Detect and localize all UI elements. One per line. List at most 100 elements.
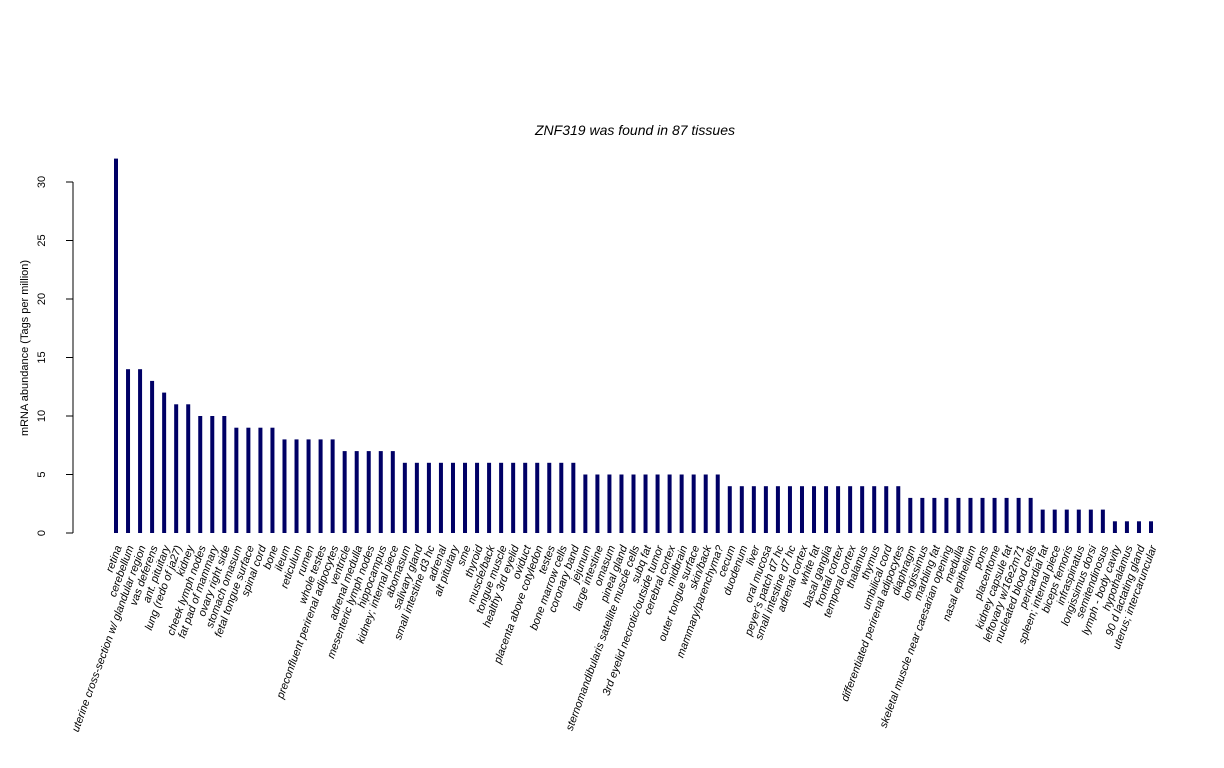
bar: [607, 474, 612, 533]
bar: [511, 462, 516, 533]
bar: [378, 451, 383, 533]
bar: [330, 439, 335, 533]
bar: [836, 486, 841, 533]
bar: [824, 486, 829, 533]
bar: [475, 462, 480, 533]
bar: [1076, 509, 1081, 533]
bar: [1016, 497, 1021, 533]
bar: [1112, 521, 1117, 533]
bar: [246, 427, 251, 533]
bar: [787, 486, 792, 533]
chart-title: ZNF319 was found in 87 tissues: [534, 122, 735, 138]
bar: [390, 451, 395, 533]
bar: [210, 416, 215, 533]
y-axis-label: mRNA abundance (Tags per million): [19, 260, 31, 436]
bar: [1064, 509, 1069, 533]
bar: [655, 474, 660, 533]
bar: [812, 486, 817, 533]
bar: [306, 439, 311, 533]
bar: [138, 369, 143, 533]
bar: [523, 462, 528, 533]
bar: [775, 486, 780, 533]
bar: [282, 439, 287, 533]
y-tick-label: 5: [36, 471, 48, 477]
bar: [294, 439, 299, 533]
bar: [932, 497, 937, 533]
bar: [366, 451, 371, 533]
bar: [258, 427, 263, 533]
y-tick-label: 0: [36, 530, 48, 536]
bar: [559, 462, 564, 533]
bar: [595, 474, 600, 533]
bar: [739, 486, 744, 533]
bar: [763, 486, 768, 533]
bar: [547, 462, 552, 533]
bar: [1136, 521, 1141, 533]
bar: [643, 474, 648, 533]
bar: [222, 416, 227, 533]
bar: [715, 474, 720, 533]
bar: [667, 474, 672, 533]
bar: [631, 474, 636, 533]
bar: [126, 369, 131, 533]
bar: [1149, 521, 1153, 533]
bar: [968, 497, 973, 533]
bar: [402, 462, 407, 533]
bar: [799, 486, 804, 533]
y-tick-label: 20: [36, 293, 48, 305]
bars: [114, 158, 1153, 533]
bar: [438, 462, 443, 533]
bar: [414, 462, 419, 533]
bar: [980, 497, 985, 533]
y-tick-label: 15: [36, 351, 48, 363]
bar: [1124, 521, 1129, 533]
bar: [1088, 509, 1093, 533]
bar: [751, 486, 756, 533]
bar: [1028, 497, 1033, 533]
bar: [426, 462, 431, 533]
bar: [944, 497, 949, 533]
y-tick-label: 25: [36, 234, 48, 246]
bar: [896, 486, 901, 533]
bar: [571, 462, 576, 533]
bar: [619, 474, 624, 533]
bar: [234, 427, 239, 533]
y-tick-label: 30: [36, 176, 48, 188]
y-tick-label: 10: [36, 410, 48, 422]
bar: [1004, 497, 1009, 533]
bar: [920, 497, 925, 533]
bar: [583, 474, 588, 533]
y-axis: 0 5 10 15 20 25 30: [36, 176, 74, 536]
bar: [354, 451, 359, 533]
bar: [872, 486, 877, 533]
bar: [884, 486, 889, 533]
bar: [450, 462, 455, 533]
bar: [342, 451, 347, 533]
bar: [186, 404, 191, 533]
bar: [679, 474, 684, 533]
bar: [487, 462, 492, 533]
bar: [992, 497, 997, 533]
bar: [198, 416, 203, 533]
bar: [174, 404, 179, 533]
bar: [1052, 509, 1057, 533]
bar: [499, 462, 504, 533]
bar: [150, 380, 155, 533]
bar: [1100, 509, 1105, 533]
bar: [727, 486, 732, 533]
bar: [848, 486, 853, 533]
bar: [860, 486, 865, 533]
bar: [114, 158, 118, 533]
bar: [162, 392, 167, 533]
bar: [703, 474, 708, 533]
bar: [1040, 509, 1045, 533]
bar: [318, 439, 323, 533]
bar: [691, 474, 696, 533]
bar: [535, 462, 540, 533]
bar: [270, 427, 275, 533]
bar: [956, 497, 961, 533]
bar: [908, 497, 913, 533]
bar: [463, 462, 468, 533]
